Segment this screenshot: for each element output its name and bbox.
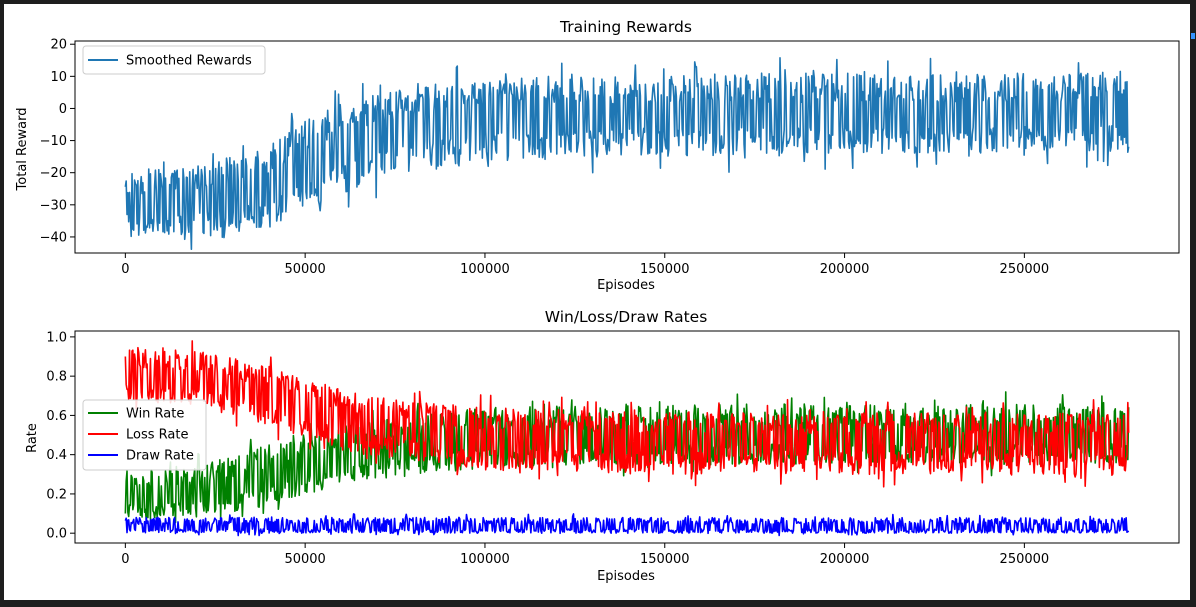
figure: Training Rewards Total Reward Episodes 0… <box>15 18 1180 584</box>
rates-xlabel: Episodes <box>597 569 655 584</box>
rates-xtick-label: 150000 <box>640 552 690 567</box>
rates-ylabel: Rate <box>25 423 40 453</box>
rewards-ytick-label: −30 <box>40 198 67 213</box>
series-line-smoothed-rewards <box>124 57 1130 251</box>
rewards-title: Training Rewards <box>559 18 692 36</box>
rewards-ytick-label: −20 <box>40 166 67 181</box>
rewards-axes: Training Rewards Total Reward Episodes 0… <box>15 18 1180 293</box>
rates-xtick-label: 50000 <box>284 552 325 567</box>
rates-axes: Win/Loss/Draw Rates Rate Episodes 0 50000… <box>25 308 1180 584</box>
legend-label-smoothed-rewards: Smoothed Rewards <box>126 54 252 69</box>
rates-plot-area <box>124 340 1130 537</box>
window-accent-marker <box>1191 33 1195 39</box>
rewards-ytick-label: −40 <box>40 230 67 245</box>
rates-xtick-label: 200000 <box>820 552 870 567</box>
rates-ytick-label: 1.0 <box>46 330 67 345</box>
rewards-xtick-label: 0 <box>121 262 129 277</box>
legend-label-loss-rate: Loss Rate <box>126 428 188 443</box>
rates-ytick-label: 0.4 <box>46 448 67 463</box>
rewards-xtick-label: 100000 <box>460 262 510 277</box>
rates-title: Win/Loss/Draw Rates <box>545 308 708 326</box>
legend-label-draw-rate: Draw Rate <box>126 449 194 464</box>
rewards-xtick-label: 200000 <box>820 262 870 277</box>
rewards-ytick-label: 20 <box>50 38 67 53</box>
series-line-draw-rate <box>124 513 1130 537</box>
rewards-xtick-label: 50000 <box>284 262 325 277</box>
rates-xtick-label: 0 <box>121 552 129 567</box>
rewards-xtick-label: 250000 <box>1000 262 1050 277</box>
rewards-ytick-label: 0 <box>59 102 67 117</box>
rewards-plot-area <box>124 57 1130 251</box>
figure-canvas: Training Rewards Total Reward Episodes 0… <box>4 4 1190 600</box>
rewards-legend-box <box>82 45 266 75</box>
rewards-ytick-label: −10 <box>40 134 67 149</box>
rates-axes-frame <box>74 330 1180 544</box>
rewards-ticks: 0 50000 100000 150000 200000 250000 −40 −30 −20 −… <box>40 38 1050 277</box>
rates-ytick-label: 0.0 <box>46 527 67 542</box>
rewards-xtick-label: 150000 <box>640 262 690 277</box>
rates-ytick-label: 0.8 <box>46 370 67 385</box>
rewards-ytick-label: 10 <box>50 70 67 85</box>
rates-legend: Win Rate Loss Rate Draw Rate <box>82 399 207 471</box>
rates-ytick-label: 0.2 <box>46 487 67 502</box>
rewards-ylabel: Total Reward <box>15 108 30 192</box>
rewards-axes-frame <box>74 40 1180 254</box>
rates-xtick-label: 100000 <box>460 552 510 567</box>
rates-xtick-label: 250000 <box>1000 552 1050 567</box>
legend-label-win-rate: Win Rate <box>126 407 184 422</box>
rewards-legend: Smoothed Rewards <box>82 45 266 75</box>
rates-ticks: 0 50000 100000 150000 200000 250000 0.0 0.2 0.4 0… <box>46 330 1049 567</box>
series-line-loss-rate <box>124 340 1130 488</box>
rates-ytick-label: 0.6 <box>46 409 67 424</box>
rates-legend-box <box>82 399 207 471</box>
rewards-xlabel: Episodes <box>597 278 655 293</box>
